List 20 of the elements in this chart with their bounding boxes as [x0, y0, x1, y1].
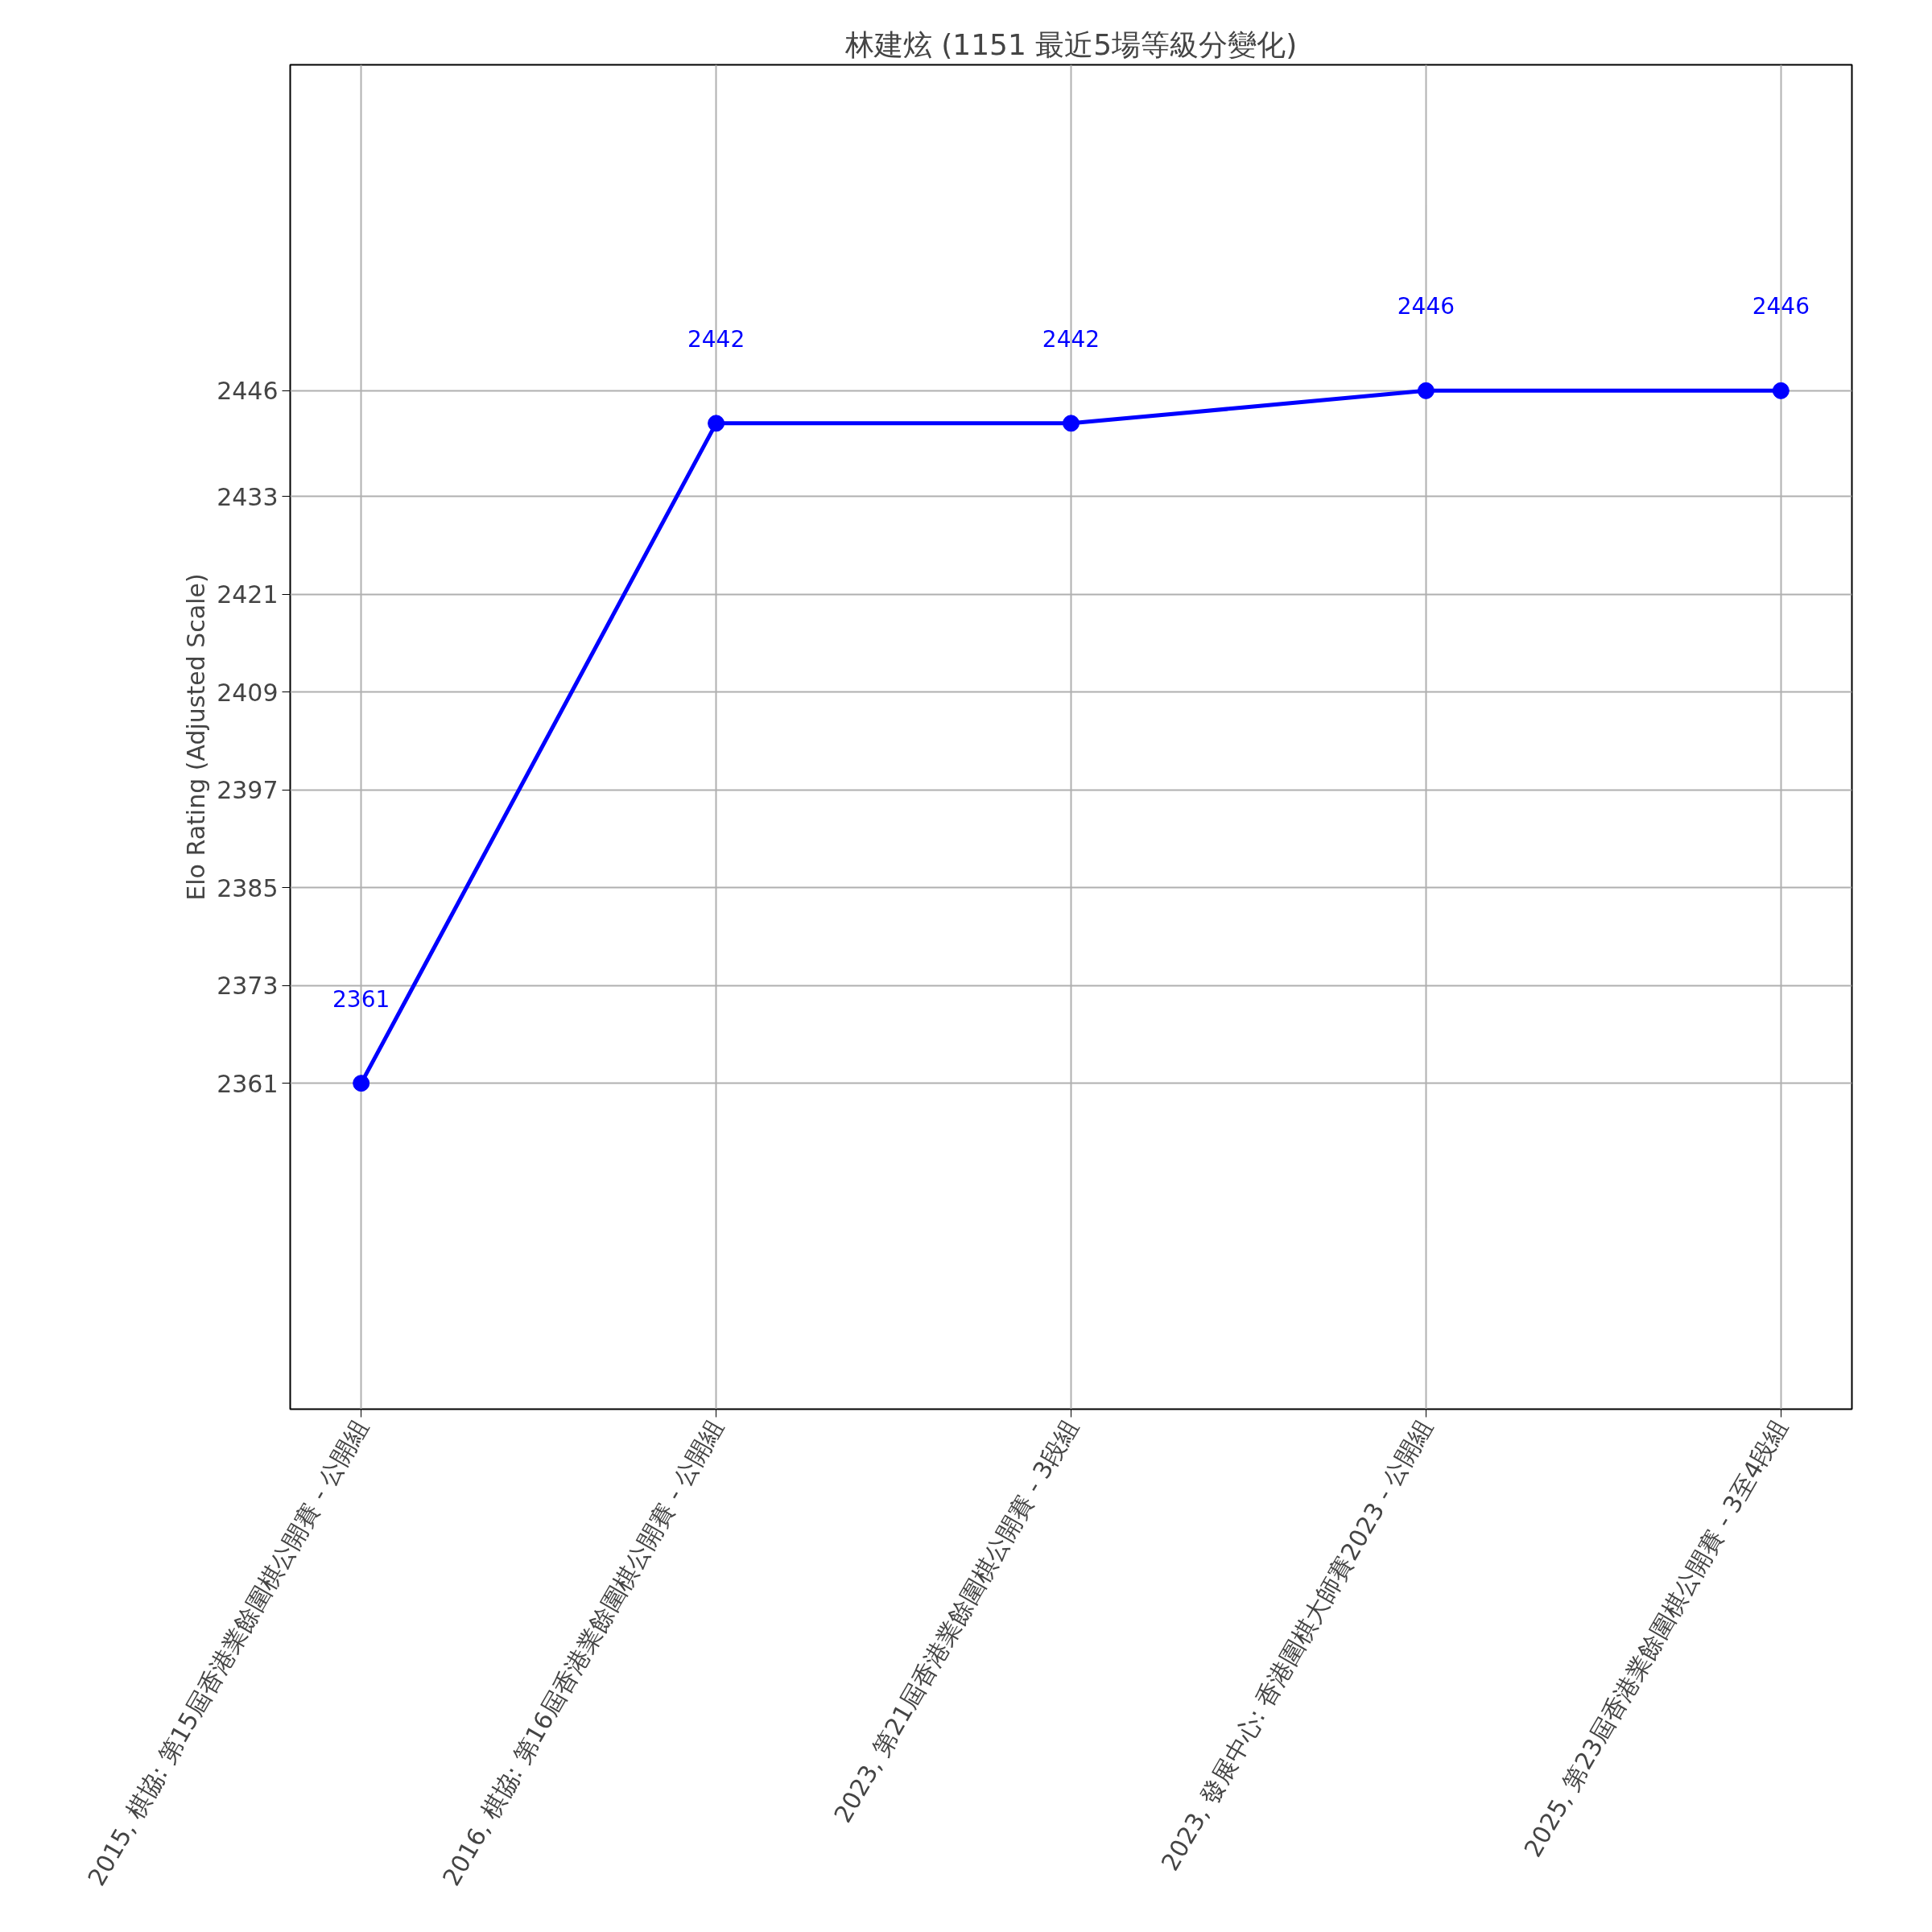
y-tick-label: 2433 [217, 482, 279, 511]
y-tick-label: 2409 [217, 678, 279, 707]
y-tick-label: 2361 [217, 1069, 279, 1098]
y-tick-label: 2397 [217, 776, 279, 805]
data-label: 2442 [1042, 325, 1100, 353]
y-tick-label: 2421 [217, 580, 279, 609]
data-label: 2442 [687, 325, 745, 353]
y-axis-title: Elo Rating (Adjusted Scale) [182, 573, 211, 901]
y-tick-label: 2385 [217, 873, 279, 902]
data-label: 2446 [1397, 293, 1455, 320]
point [1417, 382, 1435, 399]
point [353, 1075, 370, 1092]
chart-title: 林建炫 (1151 最近5場等級分變化) [844, 27, 1298, 61]
point [708, 415, 725, 432]
point [1772, 382, 1790, 399]
point [1063, 415, 1080, 432]
y-tick-label: 2446 [217, 377, 279, 406]
data-label: 2446 [1752, 293, 1810, 320]
data-label: 2361 [332, 985, 390, 1013]
y-tick-label: 2373 [217, 972, 279, 1001]
